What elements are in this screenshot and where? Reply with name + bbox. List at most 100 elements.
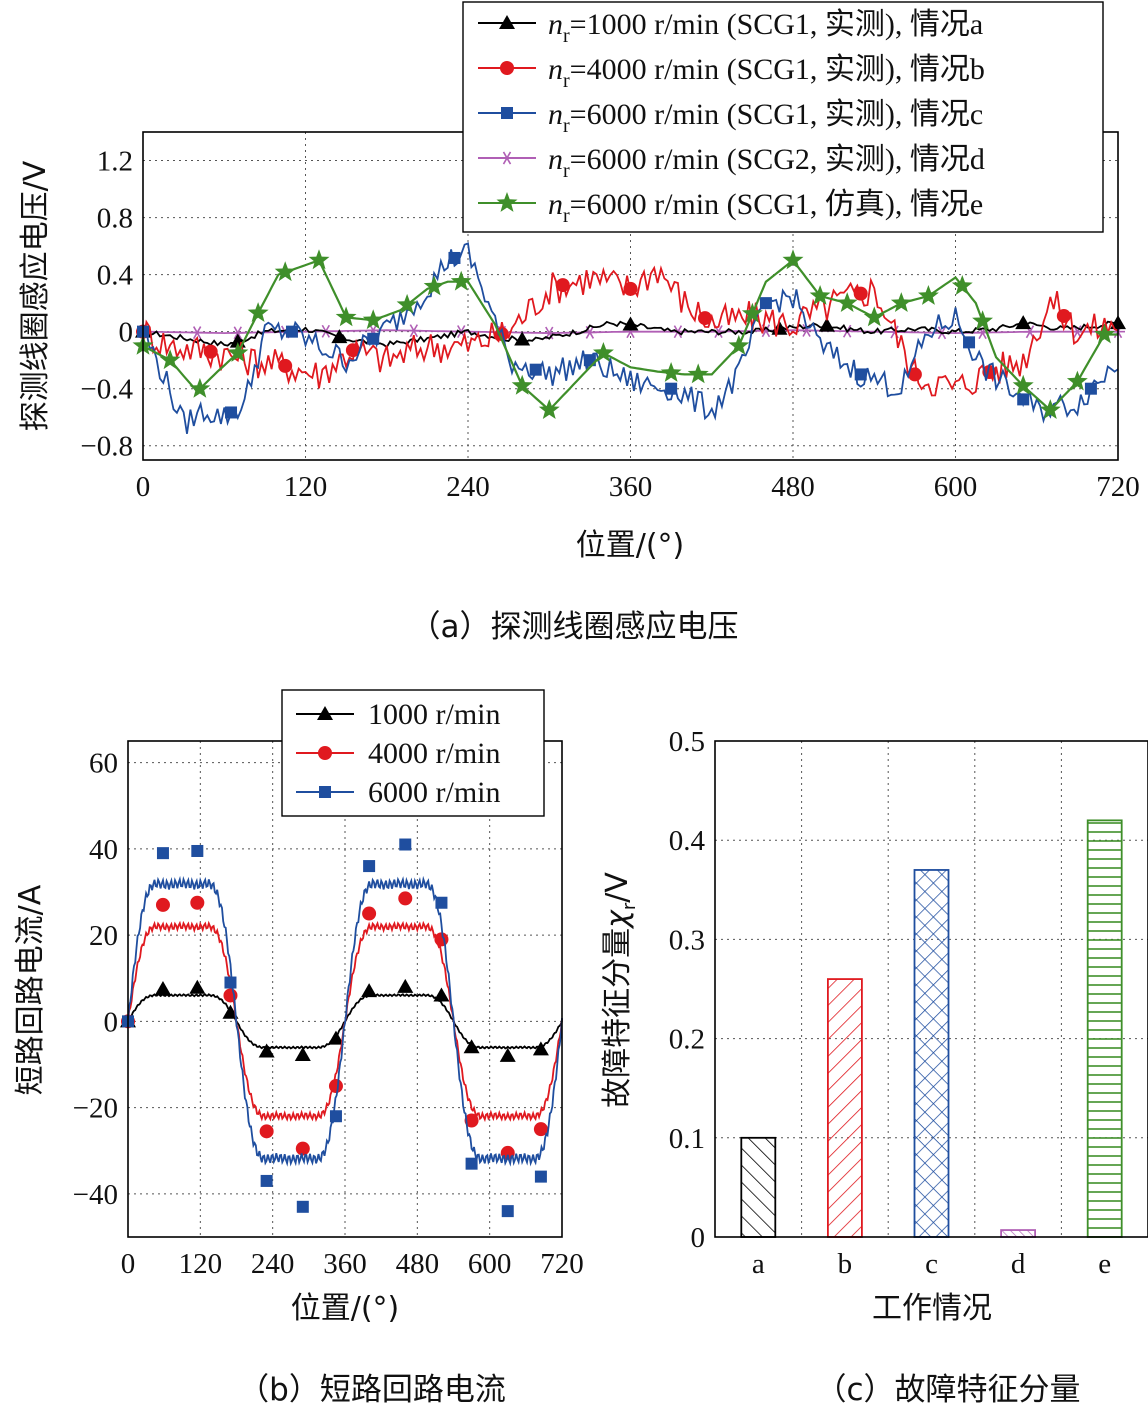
chart-a-series-4-line — [142, 258, 1118, 412]
chart-a-series-4-marker — [538, 399, 560, 419]
chart-a-series-1-marker — [1056, 308, 1071, 323]
chart-a-legend-entry-3: nr=6000 r/min (SCG2, 实测), 情况d — [548, 143, 985, 182]
chart-b-legend-entry-2: 6000 r/min — [368, 776, 501, 809]
chart-a-series-2-marker — [854, 368, 867, 381]
chart-c-y-axis-label-sub: r — [619, 902, 640, 910]
chart-a-series-4-marker — [159, 349, 181, 370]
chart-a-legend-entry-2: nr=6000 r/min (SCG1, 实测), 情况c — [548, 98, 983, 137]
chart-a-series-4-marker — [660, 362, 682, 382]
chart-a-series-4-marker — [450, 270, 472, 291]
chart-a-series-2-marker — [529, 363, 542, 376]
y-tick-label: 0 — [119, 317, 134, 349]
chart-a-y-axis-label: 探测线圈感应电压/V — [18, 160, 53, 431]
chart-a-series-2-marker — [448, 251, 461, 264]
chart-a-series-0-marker — [622, 316, 639, 331]
chart-a-tick-labels: 0 120 240 360 480 600 720 −0.8 −0.4 0 0.4 0.8 1.2 — [80, 146, 1139, 503]
chart-a-series-1-marker — [345, 343, 360, 358]
chart-b-series-0-marker — [499, 1047, 516, 1062]
chart-a-series-0-marker — [514, 331, 531, 346]
chart-b-tick-labels: 0 120 240 360 480 600 720 −40 −20 0 20 40 60 — [73, 748, 584, 1280]
chart-a-series-1-marker — [853, 286, 868, 301]
chart-a-series-0 — [135, 315, 1126, 349]
chart-a-series-1-marker — [278, 358, 293, 373]
x-tick-label: 0 — [121, 1248, 136, 1280]
chart-a-series-4-marker — [247, 302, 269, 322]
chart-a-series-2-marker — [1017, 393, 1030, 406]
chart-a-series-4-marker — [728, 334, 750, 355]
chart-b-legend-entry-0: 1000 r/min — [368, 698, 501, 731]
chart-a-series-4-marker — [335, 306, 357, 327]
chart-a-series-2-marker — [963, 336, 976, 349]
chart-b-series-2-marker — [534, 1170, 547, 1183]
chart-a-caption: （a）探测线圈感应电压 — [410, 609, 739, 645]
chart-b-series-1-marker — [155, 897, 170, 912]
chart-a-series-2 — [137, 242, 1119, 434]
y-tick-label: 0.3 — [669, 924, 705, 956]
chart-a-series-1-marker — [697, 311, 712, 326]
chart-a-series-4-marker — [782, 249, 804, 270]
chart-b-series-2-marker — [329, 1110, 342, 1123]
chart-a-series-4-marker — [189, 377, 211, 398]
chart-b-series-2-marker — [501, 1205, 514, 1218]
chart-a-series-4 — [132, 249, 1118, 419]
chart-b-series-0-marker — [532, 1041, 549, 1056]
chart-a-series-4-marker — [511, 374, 533, 395]
chart-a-series-4-marker — [972, 310, 993, 331]
chart-b-series-0-marker — [433, 987, 450, 1002]
x-tick-label: 480 — [396, 1248, 440, 1280]
chart-b-series-0-marker — [397, 978, 414, 993]
chart-a-series-0-marker — [331, 329, 348, 344]
chart-b-legend-marker-2 — [319, 786, 331, 798]
chart-a-legend-marker-2 — [501, 107, 513, 119]
chart-c-y-axis-label-text: 故障特征分量 — [600, 928, 635, 1108]
x-tick-label: 720 — [1096, 471, 1140, 503]
chart-b-x-axis-label: 位置/(°) — [291, 1291, 400, 1326]
chart-c-fault-feature-component: a b c d e 0 0.1 0.2 0.3 0.4 0.5 工作情况 故障特征分量χr/V （c… — [600, 726, 1148, 1408]
chart-b-series-0-marker — [258, 1043, 275, 1058]
chart-c-bar-b — [827, 978, 863, 1238]
chart-a-series-4-marker — [918, 285, 939, 305]
chart-c-bar-a — [740, 1136, 777, 1238]
chart-b-series-1-marker — [190, 895, 205, 910]
chart-b-series-2-marker — [296, 1200, 309, 1213]
chart-a-series-0-marker — [818, 317, 835, 332]
x-tick-label: 600 — [468, 1248, 512, 1280]
y-tick-label: 40 — [89, 834, 118, 866]
chart-b-legend: 1000 r/min 4000 r/min 6000 r/min — [281, 689, 545, 817]
y-tick-label: −40 — [73, 1179, 118, 1211]
x-tick-label: 0 — [136, 471, 151, 503]
chart-a-series-4-marker — [1066, 370, 1088, 391]
chart-a-series-4-marker — [687, 363, 709, 384]
x-tick-label: 240 — [446, 471, 490, 503]
chart-a-series-4-marker — [1039, 399, 1061, 419]
chart-a-series-3-marker — [406, 324, 421, 338]
chart-a-series-2-marker — [285, 325, 298, 338]
chart-a-series-3-marker — [582, 325, 597, 339]
chart-a-series-1-marker — [203, 344, 218, 359]
x-tick-label: d — [1011, 1248, 1026, 1280]
x-tick-label: c — [925, 1248, 938, 1280]
y-tick-label: 0 — [691, 1222, 706, 1254]
chart-b-series-1-marker — [464, 1113, 479, 1128]
chart-b-series-2-marker — [260, 1174, 273, 1187]
chart-a-series-4-marker — [274, 261, 296, 282]
chart-a-series-4-marker — [890, 292, 912, 312]
chart-c-bars — [740, 819, 1123, 1238]
chart-b-series-1-marker — [295, 1141, 310, 1156]
y-tick-label: 1.2 — [97, 146, 133, 178]
chart-b-legend-entry-1: 4000 r/min — [368, 737, 501, 770]
chart-a-series-1 — [136, 265, 1119, 397]
chart-a-series-2-marker — [367, 332, 380, 345]
y-tick-label: −0.8 — [80, 431, 133, 463]
chart-b-series-1-marker — [362, 906, 377, 921]
y-tick-label: −0.4 — [80, 374, 133, 406]
chart-a-series-group — [132, 242, 1126, 434]
chart-a-legend-box — [462, 1, 1104, 233]
chart-b-y-axis-label: 短路回路电流/A — [13, 884, 48, 1095]
chart-a-series-4-marker — [863, 306, 885, 327]
chart-a-legend-marker-1 — [500, 61, 514, 75]
chart-a-legend-marker-0 — [499, 15, 515, 29]
x-tick-label: b — [838, 1248, 853, 1280]
chart-b-series-2-marker — [465, 1157, 478, 1170]
chart-b-series-1-marker — [533, 1122, 548, 1137]
